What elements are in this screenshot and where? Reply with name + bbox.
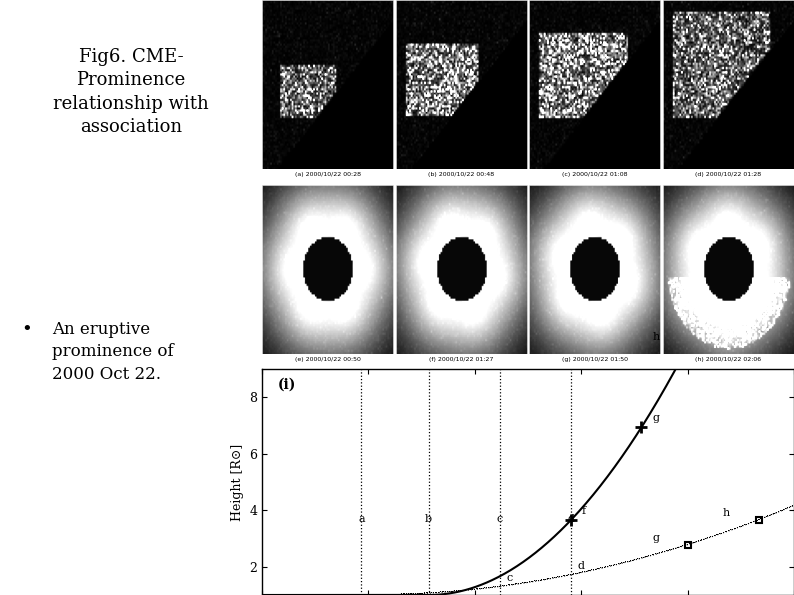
Text: h: h <box>791 115 794 125</box>
Text: b: b <box>425 515 432 524</box>
X-axis label: (e) 2000/10/22 00:50: (e) 2000/10/22 00:50 <box>295 357 360 362</box>
X-axis label: (h) 2000/10/22 02:06: (h) 2000/10/22 02:06 <box>696 357 761 362</box>
Y-axis label: Height [R⊙]: Height [R⊙] <box>230 443 244 521</box>
Text: h: h <box>723 508 730 518</box>
Text: c: c <box>507 573 513 583</box>
X-axis label: (d) 2000/10/22 01:28: (d) 2000/10/22 01:28 <box>696 172 761 177</box>
Text: An eruptive
prominence of
2000 Oct 22.: An eruptive prominence of 2000 Oct 22. <box>52 321 174 383</box>
Text: c: c <box>496 515 503 524</box>
X-axis label: (f) 2000/10/22 01:27: (f) 2000/10/22 01:27 <box>429 357 493 362</box>
Text: d: d <box>567 515 574 524</box>
Text: a: a <box>358 515 364 524</box>
X-axis label: (b) 2000/10/22 00:48: (b) 2000/10/22 00:48 <box>428 172 494 177</box>
Text: (i): (i) <box>278 378 296 392</box>
Text: g: g <box>652 533 659 543</box>
Text: f: f <box>581 506 585 516</box>
X-axis label: (g) 2000/10/22 01:50: (g) 2000/10/22 01:50 <box>562 357 628 362</box>
Text: g: g <box>652 413 659 423</box>
X-axis label: (c) 2000/10/22 01:08: (c) 2000/10/22 01:08 <box>562 172 627 177</box>
X-axis label: (a) 2000/10/22 00:28: (a) 2000/10/22 00:28 <box>295 172 360 177</box>
Text: •: • <box>21 321 32 339</box>
Text: d: d <box>578 562 584 571</box>
Text: h: h <box>652 333 659 342</box>
Text: Fig6. CME-
Prominence
relationship with
association: Fig6. CME- Prominence relationship with … <box>53 48 209 136</box>
